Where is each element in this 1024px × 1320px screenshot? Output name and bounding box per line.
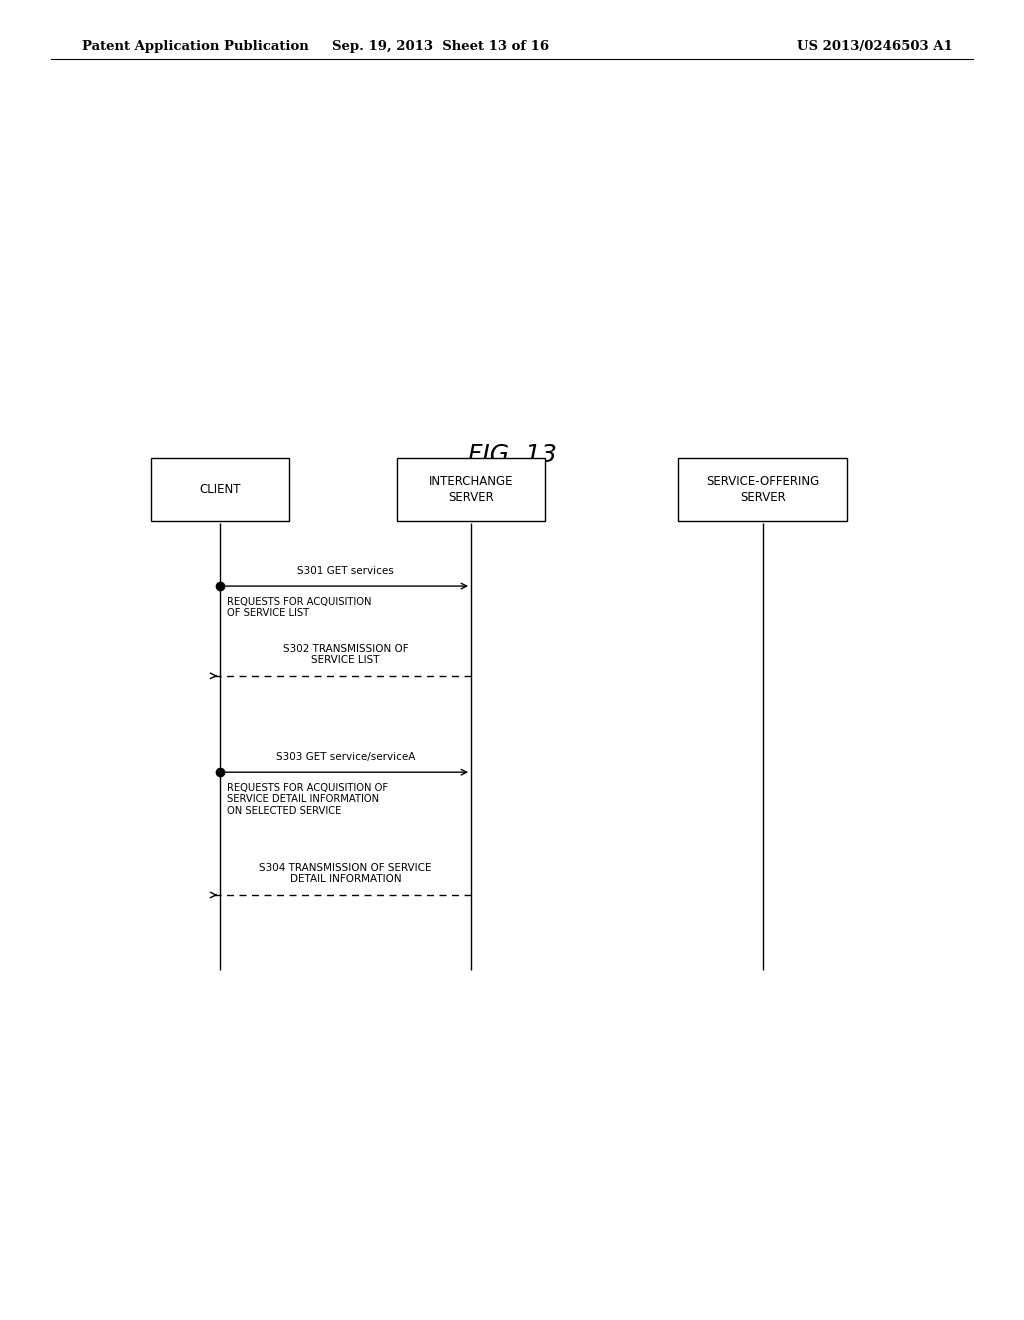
FancyBboxPatch shape xyxy=(678,458,848,521)
Text: S302 TRANSMISSION OF
SERVICE LIST: S302 TRANSMISSION OF SERVICE LIST xyxy=(283,644,409,665)
Text: Sep. 19, 2013  Sheet 13 of 16: Sep. 19, 2013 Sheet 13 of 16 xyxy=(332,40,549,53)
Text: REQUESTS FOR ACQUISITION OF
SERVICE DETAIL INFORMATION
ON SELECTED SERVICE: REQUESTS FOR ACQUISITION OF SERVICE DETA… xyxy=(227,783,388,816)
Text: INTERCHANGE
SERVER: INTERCHANGE SERVER xyxy=(429,475,513,504)
Text: REQUESTS FOR ACQUISITION
OF SERVICE LIST: REQUESTS FOR ACQUISITION OF SERVICE LIST xyxy=(227,597,372,618)
Text: FIG. 13: FIG. 13 xyxy=(468,444,556,467)
Text: S304 TRANSMISSION OF SERVICE
DETAIL INFORMATION: S304 TRANSMISSION OF SERVICE DETAIL INFO… xyxy=(259,863,432,884)
Text: Patent Application Publication: Patent Application Publication xyxy=(82,40,308,53)
Text: SERVICE-OFFERING
SERVER: SERVICE-OFFERING SERVER xyxy=(707,475,819,504)
Text: CLIENT: CLIENT xyxy=(200,483,241,496)
Text: US 2013/0246503 A1: US 2013/0246503 A1 xyxy=(797,40,952,53)
FancyBboxPatch shape xyxy=(152,458,289,521)
FancyBboxPatch shape xyxy=(397,458,545,521)
Text: S301 GET services: S301 GET services xyxy=(297,565,394,576)
Text: S303 GET service/serviceA: S303 GET service/serviceA xyxy=(275,751,416,762)
